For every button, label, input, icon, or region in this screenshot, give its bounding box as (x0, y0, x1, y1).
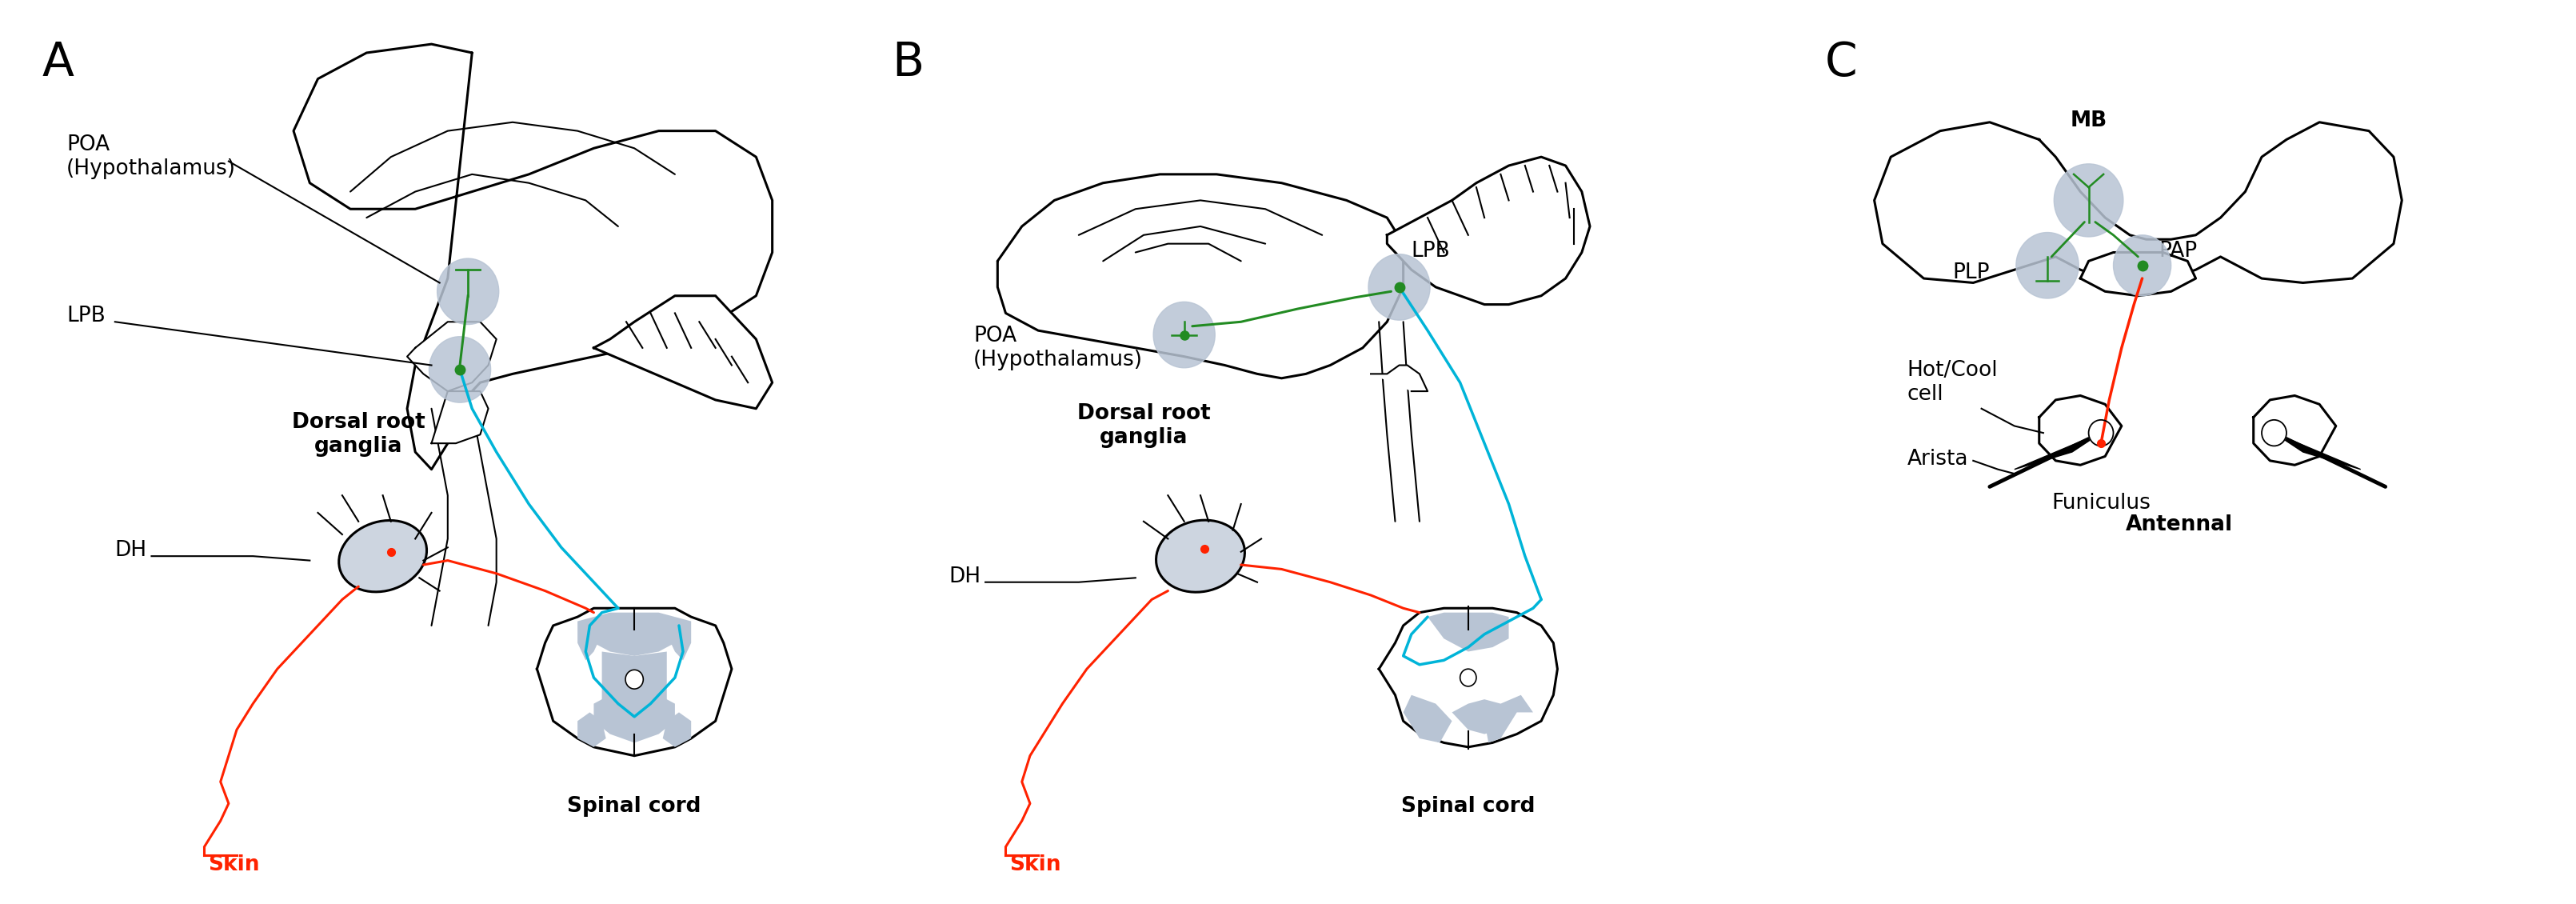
Text: Funiculus: Funiculus (2050, 493, 2151, 513)
Text: C: C (1824, 40, 1857, 85)
Circle shape (1461, 669, 1476, 686)
Text: Hot/Cool
cell: Hot/Cool cell (1906, 360, 1999, 405)
Circle shape (626, 670, 644, 689)
Text: Spinal cord: Spinal cord (1401, 796, 1535, 817)
Text: A: A (41, 40, 75, 85)
Polygon shape (603, 652, 667, 708)
Circle shape (2262, 419, 2287, 446)
Text: LPB: LPB (1412, 240, 1450, 261)
Text: POA
(Hypothalamus): POA (Hypothalamus) (974, 325, 1144, 370)
Polygon shape (592, 613, 675, 656)
Circle shape (2017, 232, 2079, 298)
Circle shape (2089, 419, 2112, 446)
Polygon shape (1484, 695, 1533, 743)
Text: Dorsal root
ganglia: Dorsal root ganglia (1077, 403, 1211, 448)
Ellipse shape (1157, 520, 1244, 592)
Polygon shape (592, 691, 675, 743)
Text: PLP: PLP (1953, 262, 1989, 283)
Polygon shape (536, 608, 732, 756)
Text: Arista: Arista (1906, 449, 1968, 470)
Polygon shape (1370, 365, 1427, 391)
Ellipse shape (340, 521, 428, 592)
Text: Dorsal root
ganglia: Dorsal root ganglia (291, 412, 425, 457)
Polygon shape (407, 322, 497, 391)
Circle shape (430, 336, 489, 402)
Polygon shape (1386, 157, 1589, 305)
Text: B: B (891, 40, 925, 85)
Polygon shape (2081, 252, 2195, 296)
Text: Spinal cord: Spinal cord (567, 796, 701, 817)
Polygon shape (2275, 433, 2360, 469)
Text: LPB: LPB (67, 306, 106, 326)
Polygon shape (662, 712, 690, 747)
Polygon shape (1875, 122, 2401, 283)
Circle shape (1154, 302, 1216, 368)
Polygon shape (1378, 608, 1558, 747)
Polygon shape (433, 391, 489, 443)
Text: PAP: PAP (2159, 240, 2197, 261)
Circle shape (438, 259, 500, 325)
Text: MB: MB (2071, 110, 2107, 131)
Text: Antennal: Antennal (2125, 514, 2233, 535)
Polygon shape (1427, 613, 1510, 652)
Polygon shape (2040, 396, 2123, 465)
Polygon shape (2254, 396, 2336, 465)
Text: Skin: Skin (1010, 854, 1061, 875)
Text: Skin: Skin (209, 854, 260, 875)
Polygon shape (577, 712, 605, 747)
Polygon shape (577, 617, 603, 660)
Text: POA
(Hypothalamus): POA (Hypothalamus) (67, 135, 237, 179)
Text: DH: DH (116, 541, 147, 561)
Polygon shape (592, 296, 773, 409)
Polygon shape (667, 617, 690, 660)
Polygon shape (2014, 433, 2102, 469)
Circle shape (2053, 164, 2123, 237)
Circle shape (1368, 254, 1430, 320)
Circle shape (2112, 235, 2172, 296)
Polygon shape (1404, 695, 1453, 743)
Text: DH: DH (948, 566, 981, 587)
Polygon shape (1453, 700, 1502, 734)
